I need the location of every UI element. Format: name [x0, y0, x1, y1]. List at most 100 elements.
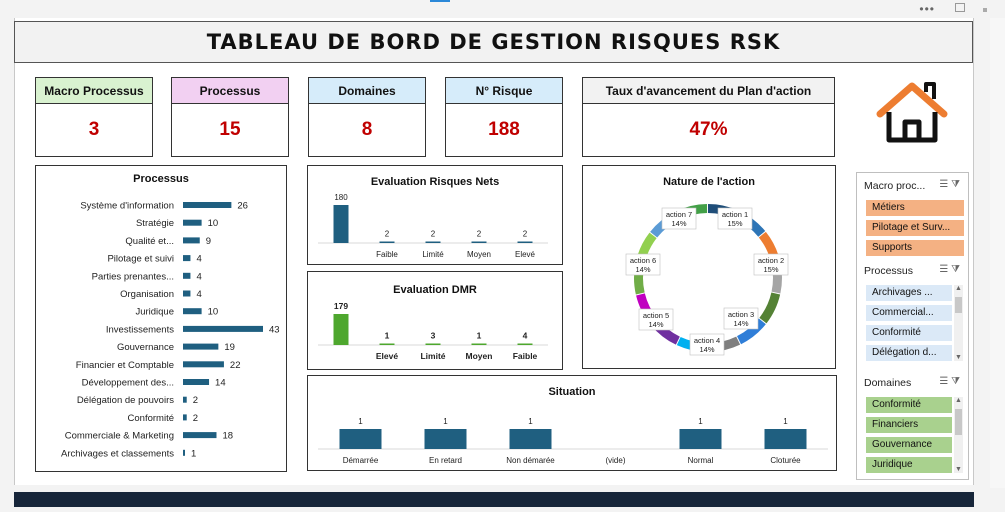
- slicer-macro-item[interactable]: Supports: [866, 240, 964, 256]
- slicer-processus-item[interactable]: Conformité: [866, 325, 952, 341]
- data-label: 1: [358, 417, 363, 426]
- bar: [183, 449, 185, 456]
- tick-label: Délégation de pouvoirs: [77, 395, 174, 406]
- clear-filter-icon[interactable]: ⧩: [951, 264, 960, 275]
- slicer-domaines-title: Domaines: [864, 377, 912, 389]
- data-label: 179: [334, 301, 348, 311]
- kpi-label: Taux d'avancement du Plan d'action: [583, 78, 834, 104]
- clear-filter-icon[interactable]: ⧩: [951, 179, 960, 190]
- chart-processus-card: Processus Système d'information 26 Stratég…: [35, 165, 287, 472]
- data-label: 1: [783, 417, 788, 426]
- tick-label: En retard: [429, 456, 462, 465]
- bar: [424, 429, 467, 449]
- slicer-domaines-scrollbar[interactable]: ▲ ▼: [954, 397, 963, 473]
- data-label-box: [723, 307, 759, 330]
- data-label: 1: [528, 417, 533, 426]
- data-label-box: [717, 207, 753, 230]
- data-label: 1: [443, 417, 448, 426]
- data-label: 19: [224, 342, 235, 353]
- tick-label: Pilotage et suivi: [107, 254, 174, 265]
- slicer-macro-item[interactable]: Pilotage et Surv...: [866, 220, 964, 236]
- bar: [183, 361, 224, 368]
- data-label: 4: [196, 254, 201, 265]
- tick-label: Gouvernance: [117, 342, 174, 353]
- chart-processus: Système d'information 26 Stratégie 10 Qualit…: [61, 201, 280, 460]
- bar: [471, 343, 487, 345]
- data-label-box: [625, 253, 661, 276]
- data-label: 1: [385, 331, 390, 341]
- slicer-domaines-item[interactable]: Juridique: [866, 457, 952, 473]
- slicer-macro-item[interactable]: Métiers: [866, 200, 964, 216]
- scroll-down-icon[interactable]: ▼: [955, 466, 962, 473]
- tick-label: Normal: [688, 456, 714, 465]
- restore-window-icon[interactable]: [955, 3, 965, 12]
- tick-label: Juridique: [135, 307, 174, 318]
- data-label: 43: [269, 324, 280, 335]
- tick-label: Organisation: [120, 289, 174, 300]
- data-label: 26: [237, 201, 248, 212]
- scroll-thumb[interactable]: [955, 409, 962, 435]
- kpi-macro-processus: Macro Processus 3: [35, 77, 153, 157]
- clear-filter-icon[interactable]: ⧩: [951, 376, 960, 387]
- bar: [679, 429, 722, 449]
- bar: [509, 429, 552, 449]
- chart-title: Evaluation DMR: [393, 284, 477, 296]
- dashboard-title: TABLEAU DE BORD DE GESTION RISQUES RSK: [206, 30, 781, 54]
- bar: [339, 429, 382, 449]
- bar: [183, 396, 187, 403]
- multi-select-icon[interactable]: ☰: [939, 264, 949, 275]
- scroll-up-icon[interactable]: ▲: [955, 397, 962, 404]
- scroll-down-icon[interactable]: ▼: [955, 354, 962, 361]
- kpi-label: Domaines: [309, 78, 425, 104]
- donut-segment: [737, 318, 766, 345]
- multi-select-icon[interactable]: ☰: [939, 376, 949, 387]
- window-control-icon[interactable]: [983, 8, 987, 12]
- slice-label: action 4: [694, 336, 720, 345]
- slicer-processus-item[interactable]: Délégation d...: [866, 345, 952, 361]
- chart-risques-nets-card: Evaluation Risques Nets 180 2 Faible 2 Limit…: [307, 165, 563, 265]
- kpi-domaines: Domaines 8: [308, 77, 426, 157]
- bar: [183, 202, 232, 208]
- more-options-icon[interactable]: •••: [919, 2, 935, 16]
- data-label: 4: [523, 331, 528, 341]
- data-label: 4: [196, 271, 201, 282]
- multi-select-icon[interactable]: ☰: [939, 179, 949, 190]
- chart-situation: 1 Démarrée 1 En retard 1 Non démarée (vide) 1 No…: [318, 417, 828, 465]
- bar: [183, 414, 187, 421]
- tick-label: Elevé: [515, 250, 536, 259]
- bar: [379, 241, 395, 243]
- data-label: 1: [698, 417, 703, 426]
- tick-label: Qualité et...: [125, 236, 174, 247]
- slice-percent: 15%: [763, 265, 778, 274]
- slicer-domaines-item[interactable]: Gouvernance: [866, 437, 952, 453]
- kpi-label: Macro Processus: [36, 78, 152, 104]
- slice-label: action 3: [728, 310, 754, 319]
- scroll-thumb[interactable]: [955, 297, 962, 313]
- tick-label: Limité: [420, 351, 445, 361]
- vertical-scrollbar[interactable]: [990, 18, 1005, 488]
- data-label: 2: [431, 230, 436, 239]
- bar: [333, 205, 349, 243]
- tick-label: Investissements: [106, 324, 174, 335]
- bar: [183, 219, 202, 226]
- slicer-domaines-item[interactable]: Financiers: [866, 417, 952, 433]
- slicer-processus-item[interactable]: Commercial...: [866, 305, 952, 321]
- scroll-up-icon[interactable]: ▲: [955, 285, 962, 292]
- slicer-processus-scrollbar[interactable]: ▲ ▼: [954, 285, 963, 361]
- data-label: 2: [477, 230, 482, 239]
- data-label: 10: [208, 218, 219, 229]
- bar: [183, 432, 217, 439]
- bar: [471, 241, 487, 243]
- home-icon[interactable]: [872, 80, 952, 146]
- slicer-processus-item[interactable]: Archivages ...: [866, 285, 952, 301]
- slice-label: action 1: [722, 210, 748, 219]
- tick-label: Système d'information: [80, 201, 174, 212]
- bar: [183, 290, 191, 297]
- data-label: 1: [477, 331, 482, 341]
- accent-line: [430, 0, 450, 2]
- kpi-label: Processus: [172, 78, 288, 104]
- slicer-domaines-item[interactable]: Conformité: [866, 397, 952, 413]
- chart-title: Evaluation Risques Nets: [370, 176, 500, 188]
- chart-risques-nets: 180 2 Faible 2 Limité 2 Moyen 2 Elevé: [318, 193, 548, 259]
